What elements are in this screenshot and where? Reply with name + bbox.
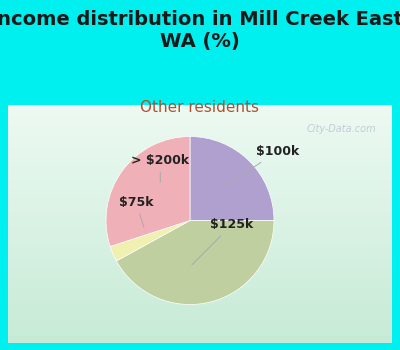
Text: $100k: $100k [225,145,299,186]
Text: $125k: $125k [192,218,254,265]
Wedge shape [116,220,274,304]
Text: Income distribution in Mill Creek East,
WA (%): Income distribution in Mill Creek East, … [0,10,400,51]
Wedge shape [190,136,274,220]
Text: Other residents: Other residents [140,100,260,115]
Text: City-Data.com: City-Data.com [307,124,377,134]
Text: > $200k: > $200k [131,154,189,182]
Text: $75k: $75k [119,196,153,228]
Wedge shape [110,220,190,261]
Wedge shape [106,136,190,246]
